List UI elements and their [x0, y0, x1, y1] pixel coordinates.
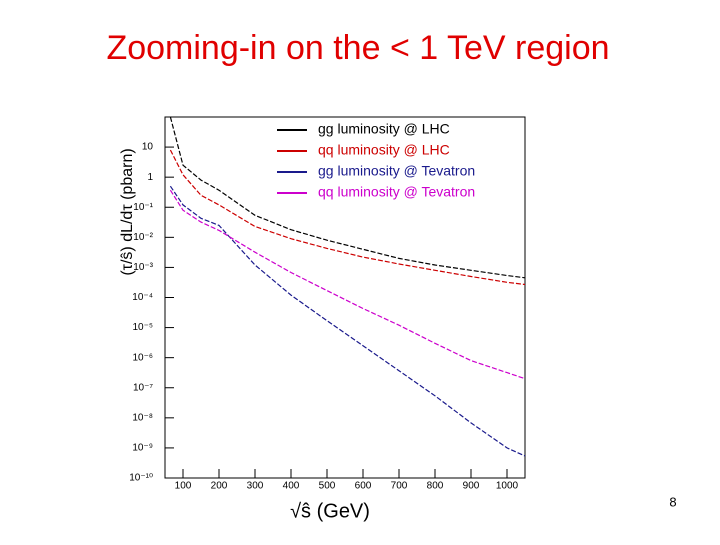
- x-tick-label: 1000: [496, 481, 519, 492]
- legend-label: gg luminosity @ Tevatron: [318, 163, 475, 179]
- slide-title: Zooming-in on the < 1 TeV region: [106, 29, 609, 67]
- x-tick-label: 800: [427, 481, 444, 492]
- series-line: [169, 116, 526, 279]
- y-tick-label: 10⁻²: [133, 232, 153, 243]
- y-tick-label: 10: [142, 142, 154, 153]
- x-tick-label: 200: [211, 481, 228, 492]
- legend-label: gg luminosity @ LHC: [318, 121, 450, 137]
- y-tick-label: 10⁻³: [133, 262, 153, 273]
- y-tick-label: 10⁻¹⁰: [129, 473, 153, 484]
- series-line: [169, 149, 526, 286]
- x-tick-label: 600: [355, 481, 372, 492]
- y-axis-label: (τ/ŝ) dL/dτ (pbarn): [119, 148, 136, 275]
- legend-label: qq luminosity @ LHC: [318, 142, 450, 158]
- page-number: 8: [669, 494, 676, 509]
- y-tick-label: 10⁻⁴: [132, 292, 153, 303]
- x-tick-label: 500: [319, 481, 336, 492]
- legend-label: qq luminosity @ Tevatron: [318, 184, 475, 200]
- x-tick-label: 700: [391, 481, 408, 492]
- series-line: [169, 185, 526, 457]
- x-axis-label: √ŝ (GeV): [290, 500, 370, 522]
- y-tick-label: 10⁻⁸: [132, 412, 153, 423]
- y-tick-label: 10⁻⁹: [132, 443, 153, 454]
- x-tick-label: 100: [175, 481, 192, 492]
- y-tick-label: 10⁻⁵: [132, 322, 153, 333]
- x-tick-label: 900: [463, 481, 480, 492]
- x-tick-label: 300: [247, 481, 264, 492]
- y-tick-label: 10⁻⁷: [133, 382, 153, 393]
- y-tick-label: 10⁻¹: [133, 202, 153, 213]
- y-tick-label: 10⁻⁶: [132, 352, 153, 363]
- series-line: [169, 189, 526, 380]
- y-tick-label: 1: [147, 172, 153, 183]
- x-tick-label: 400: [283, 481, 300, 492]
